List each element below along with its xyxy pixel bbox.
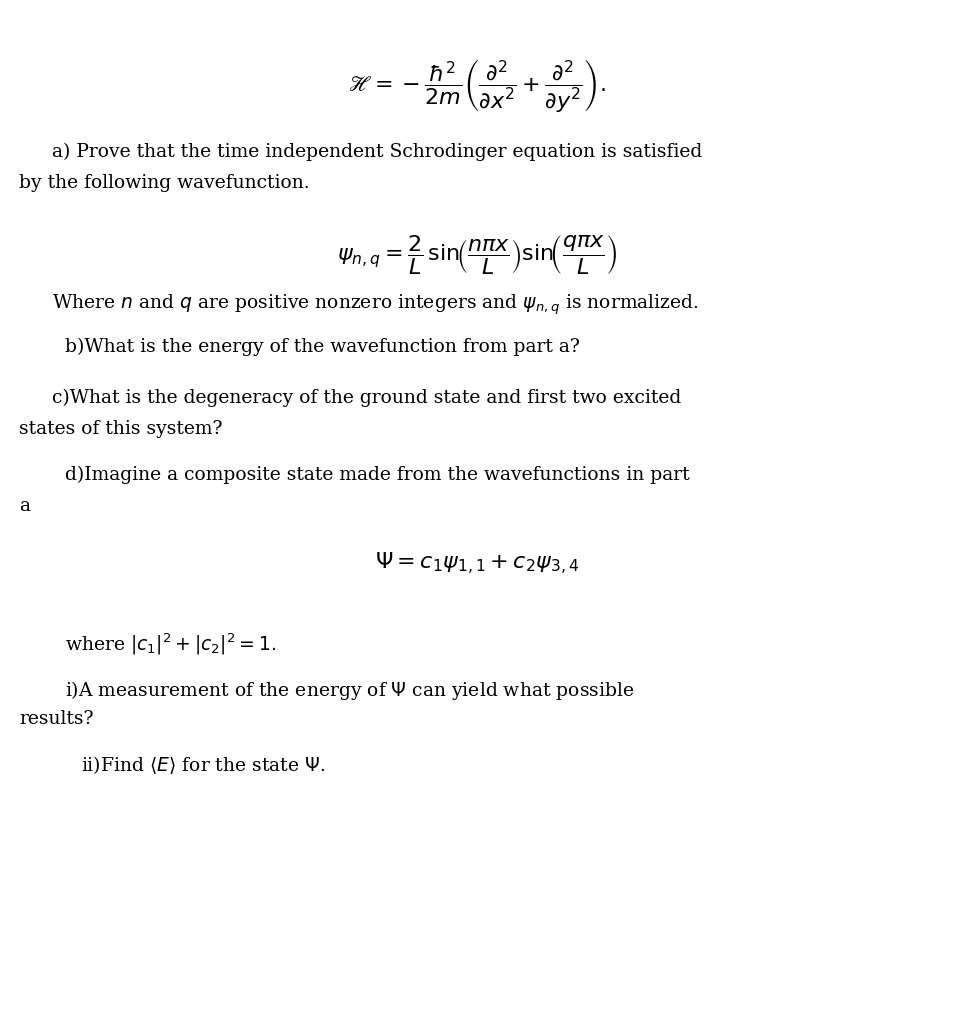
Text: where $|c_1|^2 + |c_2|^2 = 1.$: where $|c_1|^2 + |c_2|^2 = 1.$ — [65, 632, 275, 658]
Text: $\psi_{n,q} = \dfrac{2}{L}\,\mathrm{sin}\!\left(\dfrac{n\pi x}{L}\right) \mathrm: $\psi_{n,q} = \dfrac{2}{L}\,\mathrm{sin}… — [336, 233, 617, 277]
Text: $\mathscr{H} = -\dfrac{\hbar^2}{2m}\left(\dfrac{\partial^2}{\partial x^2} + \dfr: $\mathscr{H} = -\dfrac{\hbar^2}{2m}\left… — [348, 57, 605, 114]
Text: ii)Find $\langle E\rangle$ for the state $\Psi$.: ii)Find $\langle E\rangle$ for the state… — [81, 754, 325, 776]
Text: by the following wavefunction.: by the following wavefunction. — [19, 174, 310, 192]
Text: d)Imagine a composite state made from the wavefunctions in part: d)Imagine a composite state made from th… — [65, 466, 689, 485]
Text: a) Prove that the time independent Schrodinger equation is satisfied: a) Prove that the time independent Schro… — [52, 143, 702, 162]
Text: results?: results? — [19, 710, 93, 727]
Text: Where $n$ and $q$ are positive nonzero integers and $\psi_{n,q}$ is normalized.: Where $n$ and $q$ are positive nonzero i… — [52, 292, 699, 317]
Text: states of this system?: states of this system? — [19, 420, 222, 437]
Text: i)A measurement of the energy of $\Psi$ can yield what possible: i)A measurement of the energy of $\Psi$ … — [65, 679, 634, 701]
Text: b)What is the energy of the wavefunction from part a?: b)What is the energy of the wavefunction… — [65, 338, 579, 356]
Text: $\Psi = c_1\psi_{1,1} + c_2\psi_{3,4}$: $\Psi = c_1\psi_{1,1} + c_2\psi_{3,4}$ — [375, 551, 578, 577]
Text: c)What is the degeneracy of the ground state and first two excited: c)What is the degeneracy of the ground s… — [52, 388, 681, 407]
Text: a: a — [19, 497, 30, 515]
